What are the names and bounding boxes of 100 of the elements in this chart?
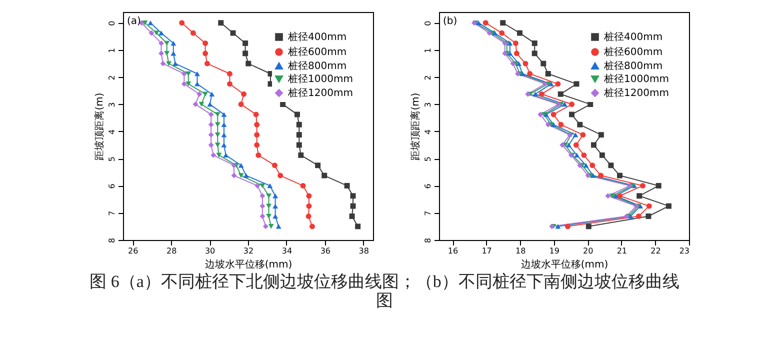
point: [266, 214, 272, 219]
point: [241, 91, 247, 97]
point: [350, 203, 356, 209]
x-tick-label: 34: [282, 246, 292, 256]
point: [294, 112, 300, 118]
point: [221, 122, 227, 128]
point: [548, 82, 554, 86]
point: [577, 162, 583, 168]
point: [545, 122, 551, 128]
point: [158, 50, 164, 56]
point: [238, 173, 244, 178]
point: [214, 122, 220, 128]
point: [194, 82, 200, 86]
point: [256, 152, 262, 158]
point: [562, 102, 568, 107]
y-tick-label: 4: [108, 129, 116, 134]
y-tick-label: 8: [424, 238, 432, 244]
point: [214, 142, 220, 148]
y-tick-label: 1: [424, 48, 432, 54]
point: [538, 112, 544, 118]
y-tick-label: 7: [424, 210, 432, 216]
legend-label: 桩径600mm: [603, 46, 663, 58]
y-tick-label: 7: [108, 210, 116, 216]
point: [344, 182, 350, 188]
point: [170, 40, 176, 46]
point: [223, 152, 229, 158]
point: [560, 142, 566, 148]
point: [272, 162, 278, 168]
point: [268, 224, 274, 229]
x-tick-label: 32: [243, 246, 254, 256]
y-tick-label: 0: [108, 20, 116, 26]
point: [574, 152, 580, 158]
point: [500, 20, 506, 26]
point: [598, 132, 604, 138]
point: [588, 102, 594, 108]
legend-label: 桩径800mm: [287, 60, 347, 72]
point: [522, 60, 528, 66]
point: [254, 142, 260, 148]
point: [207, 102, 213, 107]
point: [617, 172, 622, 178]
point: [566, 142, 572, 148]
point: [254, 122, 260, 128]
point: [507, 40, 513, 46]
point: [532, 40, 538, 46]
point: [190, 30, 196, 36]
point: [260, 193, 266, 199]
x-axis-title: 边坡水平位移(mm): [204, 258, 292, 270]
point: [558, 122, 564, 128]
y-tick-label: 6: [424, 184, 432, 189]
x-tick-label: 28: [166, 246, 177, 256]
point: [542, 81, 548, 87]
x-tick-label: 30: [204, 246, 216, 256]
point: [202, 50, 208, 56]
point: [538, 91, 544, 97]
point: [296, 142, 302, 148]
point: [158, 40, 164, 46]
point: [164, 40, 170, 46]
point: [218, 20, 224, 26]
y-tick-label: 5: [424, 156, 432, 162]
annotation: (a): [127, 16, 142, 27]
point: [636, 214, 642, 219]
x-tick-label: 38: [358, 246, 369, 256]
point: [166, 61, 172, 66]
point: [555, 81, 561, 87]
x-tick-label: 23: [679, 246, 690, 256]
point: [558, 91, 564, 97]
point: [482, 20, 488, 26]
x-tick-label: 17: [482, 246, 492, 256]
point: [210, 152, 216, 158]
point: [231, 162, 237, 168]
point: [230, 30, 236, 36]
y-tick-label: 0: [424, 20, 432, 26]
point: [640, 182, 646, 188]
point: [267, 183, 273, 188]
point: [198, 102, 204, 107]
point: [598, 172, 604, 178]
x-tick-label: 26: [128, 246, 138, 256]
point: [590, 162, 596, 168]
point: [309, 224, 315, 230]
point: [636, 193, 642, 199]
y-tick-label: 8: [108, 238, 116, 244]
point: [226, 71, 232, 76]
point: [646, 214, 652, 219]
point: [216, 152, 222, 158]
point: [627, 182, 633, 188]
point: [296, 132, 302, 138]
point: [260, 214, 266, 219]
point: [202, 92, 208, 96]
point: [610, 194, 616, 198]
point: [486, 30, 492, 36]
point: [573, 142, 579, 148]
x-tick-label: 16: [448, 246, 458, 256]
point: [586, 224, 592, 230]
point: [298, 152, 304, 158]
point: [306, 214, 312, 219]
point: [296, 122, 302, 128]
point: [186, 71, 192, 76]
point: [590, 173, 596, 178]
point: [476, 20, 482, 26]
point: [242, 40, 248, 46]
